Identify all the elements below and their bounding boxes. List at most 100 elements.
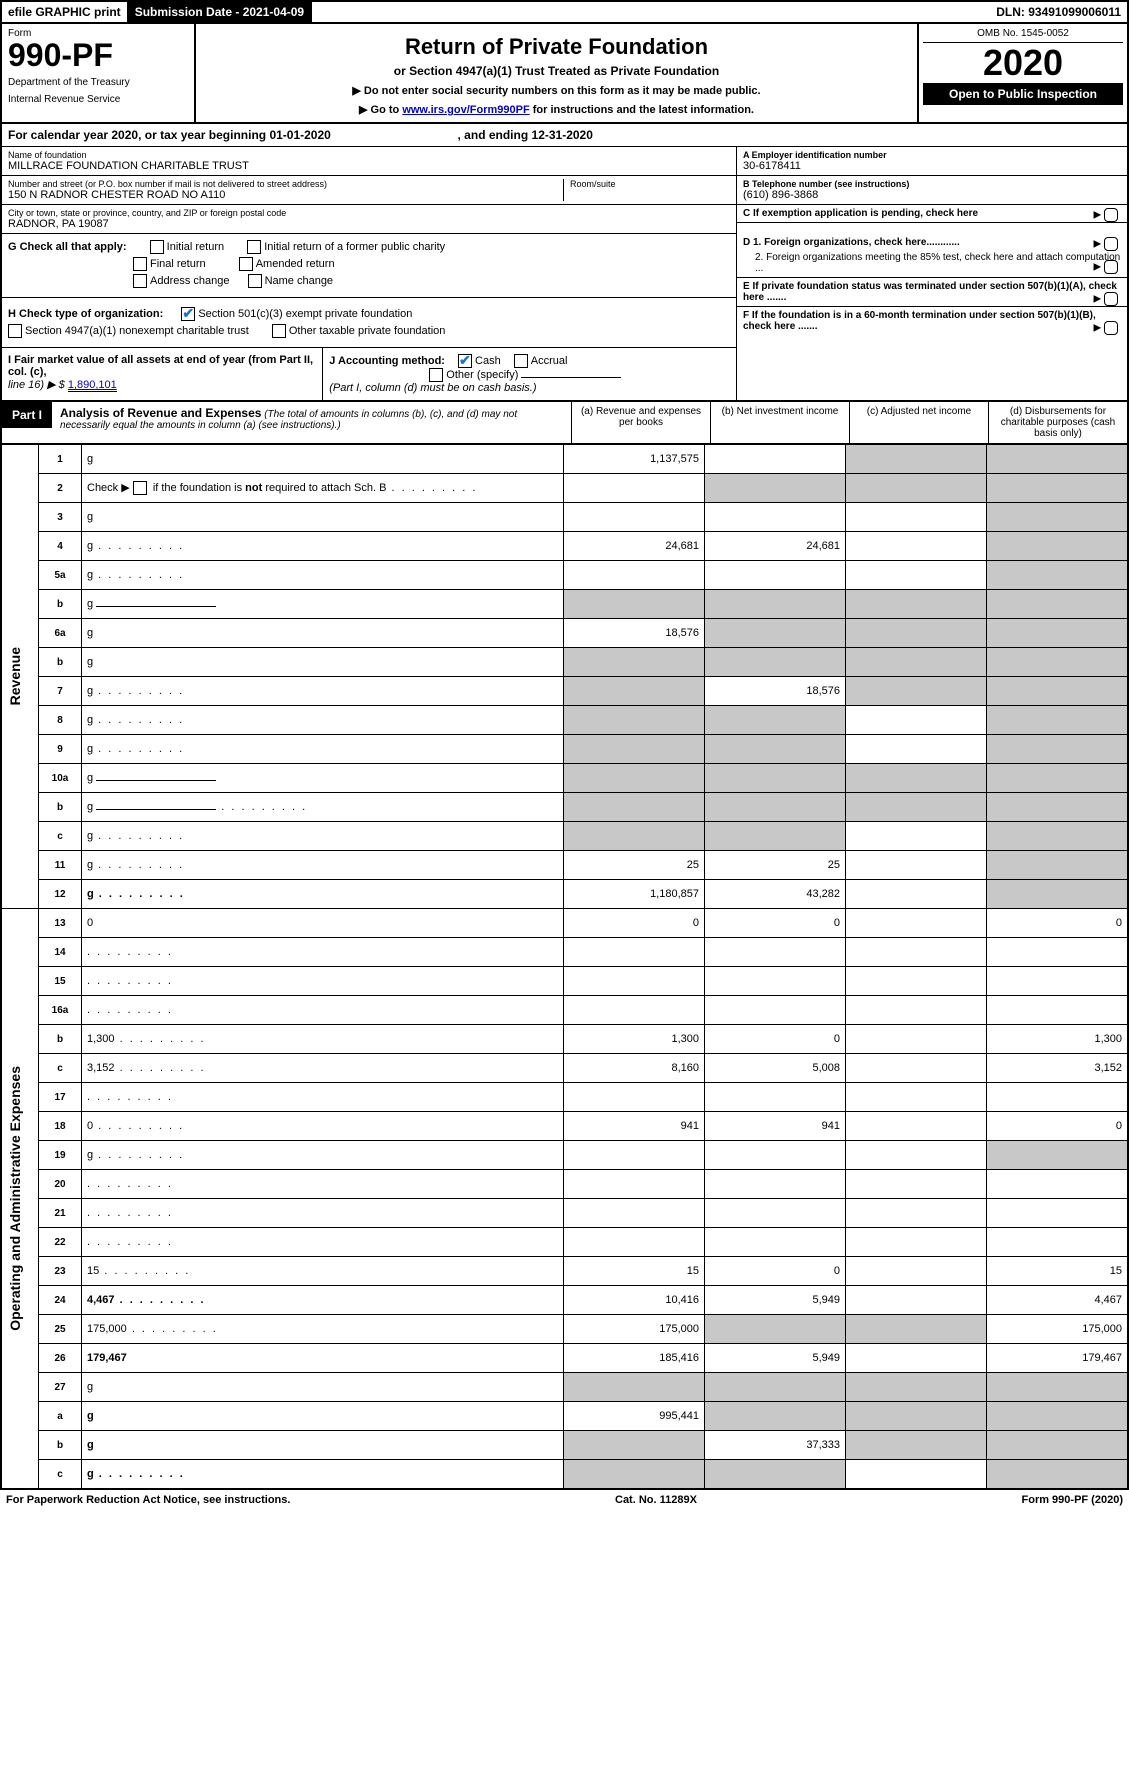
section-j: J Accounting method: Cash Accrual Other … — [323, 348, 736, 400]
j-cash-checkbox[interactable] — [458, 354, 472, 368]
table-row: 14 — [1, 938, 1128, 967]
cell-grey — [564, 822, 705, 851]
row-num: 24 — [39, 1286, 82, 1315]
cell-amount — [846, 996, 987, 1025]
cal-end: , and ending 12-31-2020 — [458, 128, 593, 142]
cell-amount: 0 — [705, 1025, 846, 1054]
d1-checkbox[interactable] — [1104, 237, 1118, 251]
cell-amount — [846, 1257, 987, 1286]
row-desc: 4,467 — [82, 1286, 564, 1315]
cell-grey — [987, 677, 1129, 706]
cell-amount — [846, 967, 987, 996]
cell-grey — [705, 735, 846, 764]
row-num: 11 — [39, 851, 82, 880]
cell-amount — [564, 1170, 705, 1199]
cell-amount — [846, 909, 987, 938]
cell-grey — [987, 851, 1129, 880]
row-desc: 3,152 — [82, 1054, 564, 1083]
cell-amount: 5,008 — [705, 1054, 846, 1083]
h-4947-checkbox[interactable] — [8, 324, 22, 338]
c-checkbox[interactable] — [1104, 208, 1118, 222]
row-desc: g — [82, 880, 564, 909]
row-desc: g — [82, 1460, 564, 1490]
cell-amount — [846, 938, 987, 967]
g-initial-return-checkbox[interactable] — [150, 240, 164, 254]
cell-grey — [987, 474, 1129, 503]
cell-amount — [987, 967, 1129, 996]
submission-date: Submission Date - 2021-04-09 — [129, 2, 312, 22]
row-desc: 175,000 — [82, 1315, 564, 1344]
cell-grey — [987, 503, 1129, 532]
row-num: 23 — [39, 1257, 82, 1286]
row-desc — [82, 996, 564, 1025]
form990pf-link[interactable]: www.irs.gov/Form990PF — [402, 104, 529, 116]
row-num: 6a — [39, 619, 82, 648]
row-num: 20 — [39, 1170, 82, 1199]
cell-amount — [564, 996, 705, 1025]
section-h: H Check type of organization: Section 50… — [2, 298, 736, 348]
g-final-return-checkbox[interactable] — [133, 257, 147, 271]
cell-amount — [846, 1083, 987, 1112]
h-501c3-checkbox[interactable] — [181, 307, 195, 321]
part1-table: Revenue1g1,137,5752Check ▶ if the founda… — [0, 444, 1129, 1490]
f-checkbox[interactable] — [1104, 321, 1118, 335]
address-label: Number and street (or P.O. box number if… — [8, 179, 563, 189]
cell-amount — [846, 1054, 987, 1083]
row-desc: 0 — [82, 909, 564, 938]
cell-grey — [987, 1431, 1129, 1460]
g-initial-former-checkbox[interactable] — [247, 240, 261, 254]
section-g: G Check all that apply: Initial return I… — [2, 234, 736, 298]
phone-value: (610) 896-3868 — [743, 189, 1121, 201]
footer-left: For Paperwork Reduction Act Notice, see … — [6, 1494, 290, 1506]
c-label: C If exemption application is pending, c… — [743, 208, 978, 219]
cell-amount — [705, 1228, 846, 1257]
row-desc: Check ▶ if the foundation is not require… — [82, 474, 564, 503]
cell-amount — [564, 938, 705, 967]
efile-label: efile GRAPHIC print — [2, 2, 129, 22]
schb-checkbox[interactable] — [133, 481, 147, 495]
g-amended-checkbox[interactable] — [239, 257, 253, 271]
city-value: RADNOR, PA 19087 — [8, 218, 730, 230]
d2-checkbox[interactable] — [1104, 260, 1118, 274]
table-row: 11g2525 — [1, 851, 1128, 880]
table-row: c3,1528,1605,0083,152 — [1, 1054, 1128, 1083]
g-name-change-checkbox[interactable] — [248, 274, 262, 288]
tax-year: 2020 — [923, 43, 1123, 83]
cell-grey — [846, 1315, 987, 1344]
row-desc: g — [82, 822, 564, 851]
j-other: Other (specify) — [446, 369, 518, 381]
g-opt-0: Initial return — [167, 241, 224, 253]
cell-grey — [846, 445, 987, 474]
room-suite-label: Room/suite — [563, 179, 730, 201]
cell-grey — [987, 619, 1129, 648]
row-num: 17 — [39, 1083, 82, 1112]
cell-grey — [987, 1141, 1129, 1170]
cell-amount — [846, 1286, 987, 1315]
cell-amount — [705, 1170, 846, 1199]
cell-grey — [987, 822, 1129, 851]
row-num: b — [39, 1025, 82, 1054]
row-num: 4 — [39, 532, 82, 561]
row-num: c — [39, 1054, 82, 1083]
cell-grey — [564, 1460, 705, 1490]
row-num: a — [39, 1402, 82, 1431]
table-row: 4g24,68124,681 — [1, 532, 1128, 561]
col-a-header: (a) Revenue and expenses per books — [571, 402, 710, 443]
h-other-checkbox[interactable] — [272, 324, 286, 338]
row-num: 3 — [39, 503, 82, 532]
cell-amount — [846, 851, 987, 880]
j-other-checkbox[interactable] — [429, 368, 443, 382]
cell-grey — [987, 1402, 1129, 1431]
cell-grey — [705, 1315, 846, 1344]
cell-amount — [846, 1170, 987, 1199]
j-accrual-checkbox[interactable] — [514, 354, 528, 368]
e-checkbox[interactable] — [1104, 292, 1118, 306]
g-address-change-checkbox[interactable] — [133, 274, 147, 288]
calendar-year-bar: For calendar year 2020, or tax year begi… — [0, 124, 1129, 147]
cell-amount — [846, 532, 987, 561]
cell-amount: 995,441 — [564, 1402, 705, 1431]
row-desc: g — [82, 648, 564, 677]
table-row: 5ag — [1, 561, 1128, 590]
row-desc — [82, 1228, 564, 1257]
table-row: 231515015 — [1, 1257, 1128, 1286]
